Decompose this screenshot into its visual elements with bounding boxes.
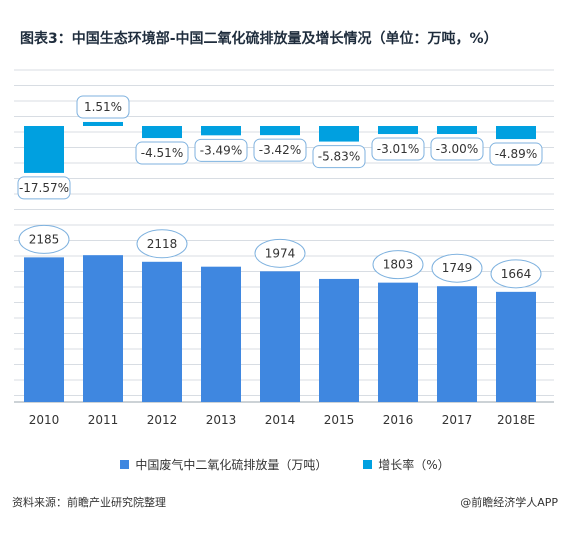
growth-bar-2016 bbox=[378, 126, 418, 135]
growth-value-label: -3.00% bbox=[436, 142, 478, 156]
growth-value-badge bbox=[489, 142, 543, 166]
growth-value-badge bbox=[17, 176, 71, 200]
growth-value-badge bbox=[371, 137, 425, 161]
growth-value-label: -3.49% bbox=[200, 143, 242, 157]
emission-value-label: 1803 bbox=[383, 258, 414, 272]
legend-label-emission: 中国废气中二氧化硫排放量（万吨） bbox=[135, 458, 328, 472]
growth-value-label: -5.83% bbox=[318, 150, 360, 164]
chart-canvas: 2010 2185 -17.57% 2011 1.51% 2012 2118 -4.51% 20… bbox=[14, 69, 554, 427]
emission-bar-2015 bbox=[319, 278, 359, 402]
growth-value-badge bbox=[312, 145, 366, 169]
emission-bar-2012 bbox=[142, 261, 182, 402]
emission-bar-2014 bbox=[260, 271, 300, 402]
x-tick-label: 2015 bbox=[324, 413, 355, 427]
legend-swatch-growth bbox=[363, 460, 373, 469]
emission-value-label: 1664 bbox=[501, 267, 532, 281]
x-tick-label: 2018E bbox=[497, 413, 535, 427]
growth-value-badge bbox=[194, 138, 248, 162]
x-tick-label: 2013 bbox=[206, 413, 237, 427]
emission-value-label: 2118 bbox=[147, 237, 178, 251]
emission-value-label: 1974 bbox=[265, 246, 296, 260]
x-tick-label: 2014 bbox=[265, 413, 296, 427]
emission-value-badge bbox=[254, 238, 306, 268]
growth-value-label: 1.51% bbox=[84, 100, 122, 114]
x-tick-label: 2017 bbox=[442, 413, 473, 427]
x-tick-label: 2012 bbox=[147, 413, 178, 427]
emission-bar-2011 bbox=[83, 255, 123, 402]
legend-item-emission: 中国废气中二氧化硫排放量（万吨） bbox=[120, 456, 327, 473]
growth-value-label: -17.57% bbox=[19, 181, 69, 195]
emission-bar-2010 bbox=[24, 257, 64, 402]
growth-bar-2018E bbox=[496, 126, 536, 140]
growth-bar-2010 bbox=[24, 126, 64, 173]
emission-value-badge bbox=[431, 253, 483, 283]
emission-value-badge bbox=[372, 250, 424, 280]
growth-value-badge bbox=[430, 137, 484, 161]
growth-value-badge bbox=[135, 141, 189, 165]
legend: 中国废气中二氧化硫排放量（万吨） 增长率（%） bbox=[0, 456, 570, 473]
x-tick-label: 2010 bbox=[29, 413, 60, 427]
x-tick-label: 2011 bbox=[88, 413, 119, 427]
growth-bar-2012 bbox=[142, 126, 182, 139]
growth-bar-2011 bbox=[83, 121, 123, 126]
chart-title: 图表3：中国生态环境部-中国二氧化硫排放量及增长情况（单位：万吨，%） bbox=[20, 31, 498, 47]
emission-value-label: 2185 bbox=[29, 232, 60, 246]
growth-value-label: -3.42% bbox=[259, 143, 301, 157]
growth-bar-2017 bbox=[437, 126, 477, 135]
x-tick-label: 2016 bbox=[383, 413, 414, 427]
emission-value-badge bbox=[18, 224, 70, 254]
emission-bar-2013 bbox=[201, 266, 241, 402]
emission-bar-2017 bbox=[437, 286, 477, 402]
growth-bar-2013 bbox=[201, 126, 241, 136]
emission-value-badge bbox=[136, 229, 188, 259]
emission-bar-2016 bbox=[378, 282, 418, 402]
growth-value-label: -4.89% bbox=[495, 147, 537, 161]
growth-bar-2015 bbox=[319, 126, 359, 142]
credit-note: @前瞻经济学人APP bbox=[460, 496, 558, 509]
emission-bar-2018E bbox=[496, 291, 536, 402]
emission-value-label: 1749 bbox=[442, 261, 473, 275]
emission-value-badge bbox=[490, 259, 542, 289]
legend-label-growth: 增长率（%） bbox=[378, 458, 450, 472]
growth-bar-2014 bbox=[260, 126, 300, 136]
source-note: 资料来源：前瞻产业研究院整理 bbox=[12, 496, 166, 509]
legend-swatch-emission bbox=[120, 460, 130, 469]
growth-value-badge bbox=[253, 138, 307, 162]
growth-value-label: -4.51% bbox=[141, 146, 183, 160]
legend-item-growth: 增长率（%） bbox=[363, 456, 450, 473]
growth-value-label: -3.01% bbox=[377, 142, 419, 156]
growth-value-badge bbox=[76, 95, 130, 119]
